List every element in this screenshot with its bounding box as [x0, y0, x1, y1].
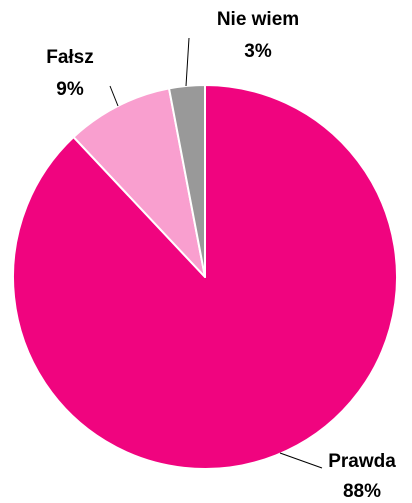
slice-label: Prawda	[328, 451, 396, 472]
slice-label: Nie wiem	[217, 9, 299, 30]
leader-line	[279, 452, 323, 469]
leader-line	[185, 37, 190, 87]
slice-label: Fałsz	[46, 47, 94, 68]
pie-slice	[168, 84, 206, 278]
slice-value-label: 3%	[244, 41, 272, 62]
leader-line	[109, 85, 119, 107]
slice-value-label: 88%	[343, 481, 381, 502]
slice-value-label: 9%	[56, 79, 84, 100]
